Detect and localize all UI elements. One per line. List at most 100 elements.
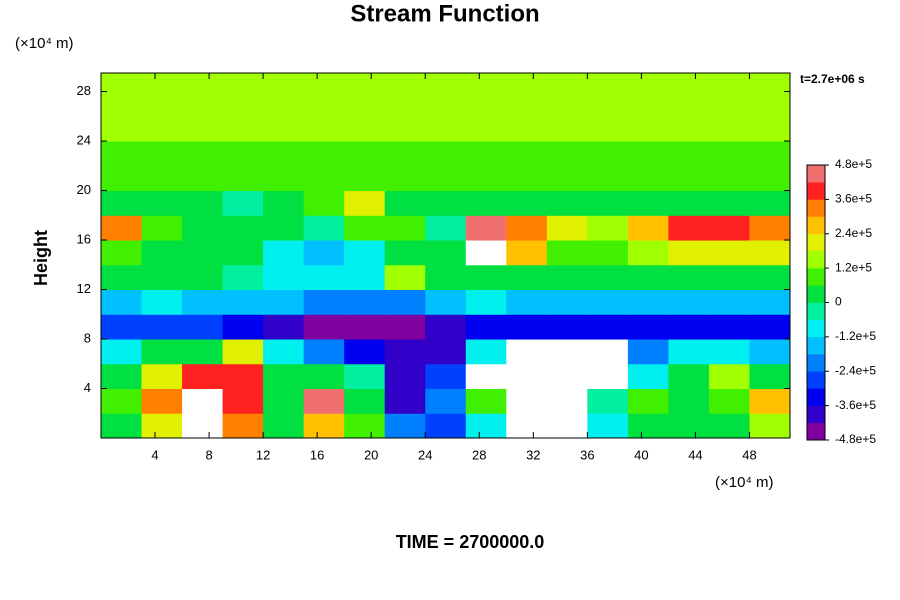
field-cell (506, 314, 548, 340)
field-cell (506, 289, 548, 315)
field-cell (141, 363, 183, 390)
field-cell (506, 165, 548, 192)
field-cell (425, 190, 467, 216)
field-cell (506, 73, 548, 93)
field-cell (506, 363, 548, 390)
colorbar-swatch (807, 182, 825, 200)
field-cell (384, 339, 426, 365)
field-cell (668, 363, 710, 390)
plot-frame (100, 72, 791, 439)
field-cell (263, 141, 305, 167)
field-cell (506, 413, 548, 438)
field-cell (546, 289, 588, 315)
field-cell (708, 91, 750, 117)
field-cell (627, 264, 669, 291)
field-cell (465, 289, 507, 315)
field-cell (182, 413, 224, 438)
field-cell (222, 413, 264, 438)
field-cell (425, 116, 467, 142)
field-cell (546, 413, 588, 438)
field-cell (506, 116, 548, 142)
x-tick-label: 16 (310, 447, 324, 462)
x-tick-label: 36 (580, 447, 594, 462)
x-unit: (×10⁴ m) (715, 474, 774, 491)
field-cell (384, 73, 426, 93)
field-cell (344, 73, 386, 93)
field-cell (263, 289, 305, 315)
colorbar-swatch (807, 336, 825, 355)
field-cell (344, 289, 386, 315)
field-cell (141, 413, 183, 438)
field-cell (425, 91, 467, 117)
colorbar-tick-label: -2.4e+5 (835, 363, 876, 377)
field-cell (222, 264, 264, 291)
field-cell (546, 363, 588, 390)
field-cell (465, 363, 507, 390)
field-cell (708, 240, 750, 266)
colorbar-swatch (807, 285, 825, 303)
field-cell (222, 240, 264, 266)
field-cell (101, 413, 143, 438)
field-cell (384, 190, 426, 216)
field-cell (668, 388, 710, 414)
colorbar-swatch (807, 250, 825, 269)
field-cell (182, 314, 224, 340)
field-cell (668, 289, 710, 315)
field-cell (303, 165, 345, 192)
field-cell (222, 363, 264, 390)
field-cell (668, 73, 710, 93)
field-cell (182, 289, 224, 315)
field-cell (101, 339, 143, 365)
field-cell (587, 289, 629, 315)
field-cell (465, 215, 507, 241)
field-cell (627, 141, 669, 167)
field-cell (101, 264, 143, 291)
field-cell (708, 339, 750, 365)
field-cell (627, 116, 669, 142)
field-cell (141, 314, 183, 340)
field-cell (627, 91, 669, 117)
field-cell (101, 215, 143, 241)
field-cell (222, 116, 264, 142)
y-tick-label: 8 (84, 330, 91, 345)
field-cell (425, 314, 467, 340)
field-cell (303, 264, 345, 291)
field-cell (222, 165, 264, 192)
field-cell (222, 314, 264, 340)
field-cell (141, 264, 183, 291)
field-cell (668, 314, 710, 340)
chart-title: Stream Function (350, 0, 539, 27)
colorbar-swatch (807, 388, 825, 406)
field-cell (587, 73, 629, 93)
field-cell (222, 190, 264, 216)
field-cell (668, 215, 710, 241)
field-cell (546, 73, 588, 93)
field-cell (627, 215, 669, 241)
field-cell (384, 264, 426, 291)
field-cell (506, 215, 548, 241)
field-cell (384, 388, 426, 414)
field-cell (465, 240, 507, 266)
field-cell (587, 363, 629, 390)
colorbar-swatch (807, 371, 825, 389)
colorbar-swatch (807, 405, 825, 424)
field-cell (627, 289, 669, 315)
x-tick-label: 4 (151, 447, 158, 462)
field-cell (749, 413, 790, 438)
field-cell (141, 289, 183, 315)
field-cell (263, 73, 305, 93)
field-cell (425, 363, 467, 390)
field-cell (708, 141, 750, 167)
field-cell (384, 141, 426, 167)
colorbar-swatch (807, 422, 825, 441)
field-cell (587, 339, 629, 365)
colorbar-swatch (807, 216, 825, 235)
field-cell (101, 116, 143, 142)
field-cell (668, 413, 710, 438)
field-cell (627, 165, 669, 192)
y-tick-label: 24 (77, 132, 91, 147)
colorbar-swatch (807, 233, 825, 252)
field-cell (344, 413, 386, 438)
field-cell (668, 165, 710, 192)
field-cell (465, 165, 507, 192)
